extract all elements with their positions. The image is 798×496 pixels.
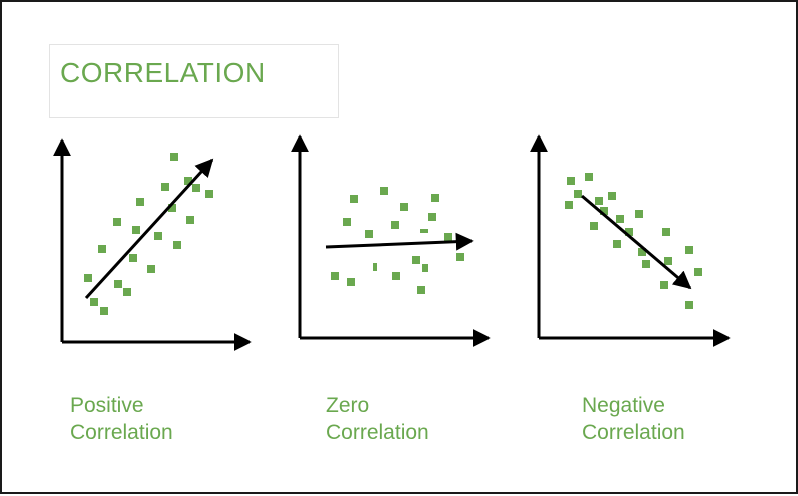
positive-caption-line2: Correlation — [70, 421, 173, 444]
positive-caption-line1: Positive — [70, 394, 144, 417]
negative-trend-arrow — [581, 194, 692, 290]
zero-correlation-plot — [291, 134, 491, 347]
zero-caption-line1: Zero — [326, 394, 370, 417]
negative-scatter-points — [565, 173, 702, 309]
negative-caption-line2: Correlation — [582, 421, 685, 444]
zero-caption: Zero Correlation — [326, 392, 429, 446]
negative-caption-line1: Negative — [582, 394, 665, 417]
positive-correlation-plot — [53, 138, 252, 351]
zero-caption-line2: Correlation — [326, 421, 429, 444]
negative-caption: Negative Correlation — [582, 392, 685, 446]
title-box: CORRELATION — [49, 44, 339, 118]
positive-trend-arrow — [84, 158, 214, 300]
positive-caption: Positive Correlation — [70, 392, 173, 446]
page-title: CORRELATION — [60, 57, 266, 88]
zero-trend-arrow — [325, 232, 474, 251]
negative-correlation-plot — [530, 134, 731, 347]
zero-scatter-points — [331, 187, 464, 294]
positive-scatter-points — [84, 153, 213, 315]
